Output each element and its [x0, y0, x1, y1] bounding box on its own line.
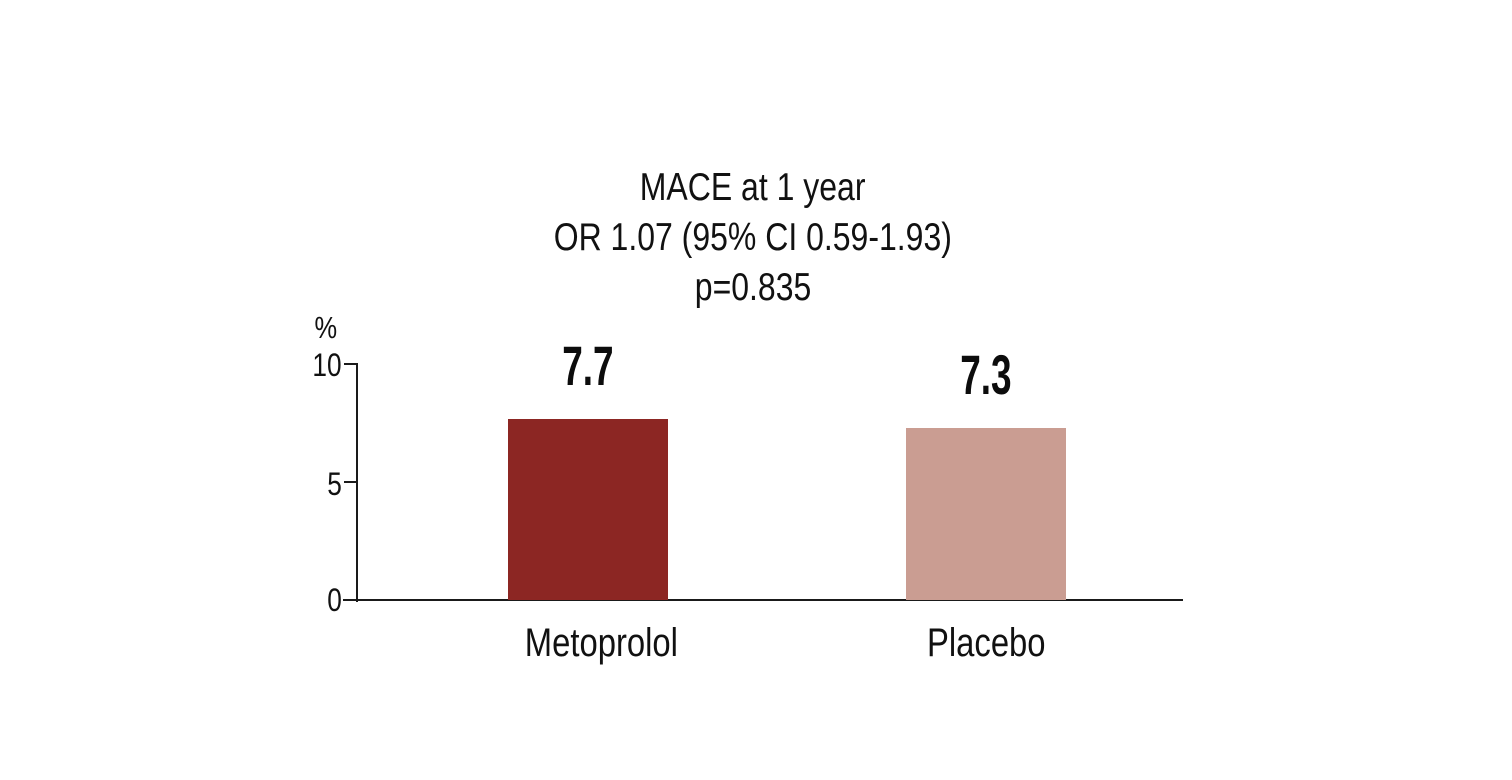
bar-metoprolol	[508, 419, 668, 600]
chart-title-text: MACE at 1 year	[640, 166, 866, 209]
chart-subtitle-pvalue: p=0.835	[353, 263, 1153, 313]
y-tick-mark-5	[344, 481, 357, 483]
value-label-placebo: 7.3	[960, 343, 1012, 406]
chart-subtitle-or-text: OR 1.07 (95% CI 0.59-1.93)	[553, 216, 953, 259]
bar-placebo	[906, 428, 1066, 600]
value-label-metoprolol: 7.7	[562, 334, 614, 397]
y-tick-mark-10	[344, 363, 357, 365]
chart-title-block: MACE at 1 year OR 1.07 (95% CI 0.59-1.93…	[353, 163, 1153, 313]
y-axis-line	[356, 363, 358, 602]
y-tick-label-5: 5	[327, 466, 342, 502]
chart-subtitle-or: OR 1.07 (95% CI 0.59-1.93)	[353, 213, 1153, 263]
chart-title: MACE at 1 year	[353, 163, 1153, 213]
y-axis-unit-label: %	[314, 310, 338, 345]
y-tick-label-10: 10	[312, 347, 342, 383]
y-tick-label-0: 0	[327, 582, 342, 618]
category-label-placebo: Placebo	[926, 621, 1046, 665]
chart-subtitle-pvalue-text: p=0.835	[694, 266, 812, 309]
x-axis-baseline	[343, 599, 1183, 601]
category-label-metoprolol: Metoprolol	[524, 621, 678, 665]
